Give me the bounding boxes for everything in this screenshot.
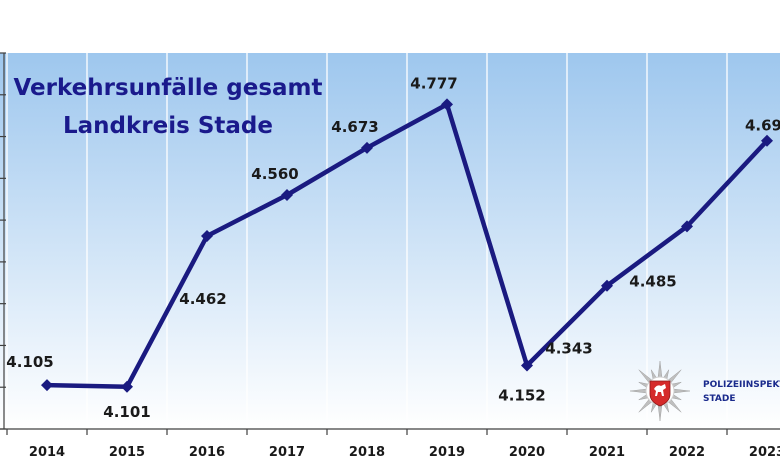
x-tick-label: 2016 <box>189 445 225 460</box>
data-label: 4.101 <box>103 403 150 421</box>
x-tick-label: 2019 <box>429 445 465 460</box>
x-tick-label: 2018 <box>349 445 385 460</box>
x-tick-label: 2021 <box>589 445 625 460</box>
data-label: 4.152 <box>498 386 545 404</box>
chart-title: Verkehrsunfälle gesamt <box>13 75 322 101</box>
logo-line2: STADE <box>703 394 736 404</box>
data-point <box>201 229 213 242</box>
data-label: 4.69 <box>745 117 780 135</box>
data-point <box>41 379 53 392</box>
data-label: 4.673 <box>331 118 378 136</box>
data-point <box>681 220 693 233</box>
data-point <box>761 134 773 147</box>
data-label: 4.485 <box>629 272 676 290</box>
x-tick-label: 2020 <box>509 445 545 460</box>
x-tick-label: 2015 <box>109 445 145 460</box>
data-label: 4.462 <box>179 290 226 308</box>
police-logo: POLIZEIINSPEKT STADE <box>629 360 780 422</box>
data-point <box>121 380 133 393</box>
chart-subtitle: Landkreis Stade <box>63 113 273 139</box>
data-label: 4.777 <box>410 74 457 92</box>
data-point <box>601 279 613 292</box>
data-label: 4.105 <box>6 353 53 371</box>
x-tick-label: 2022 <box>669 445 705 460</box>
plot-background <box>0 53 780 429</box>
data-point <box>361 141 373 154</box>
logo-line1: POLIZEIINSPEKT <box>703 380 780 390</box>
x-tick-label: 2014 <box>29 445 65 460</box>
police-star-icon <box>629 360 691 422</box>
data-point <box>281 189 293 202</box>
data-point <box>441 98 453 111</box>
series-line <box>46 102 769 390</box>
x-tick-label: 2023 <box>749 445 780 460</box>
data-label: 4.343 <box>545 340 592 358</box>
data-point <box>521 359 533 372</box>
x-tick-label: 2017 <box>269 445 305 460</box>
data-label: 4.560 <box>251 165 298 183</box>
